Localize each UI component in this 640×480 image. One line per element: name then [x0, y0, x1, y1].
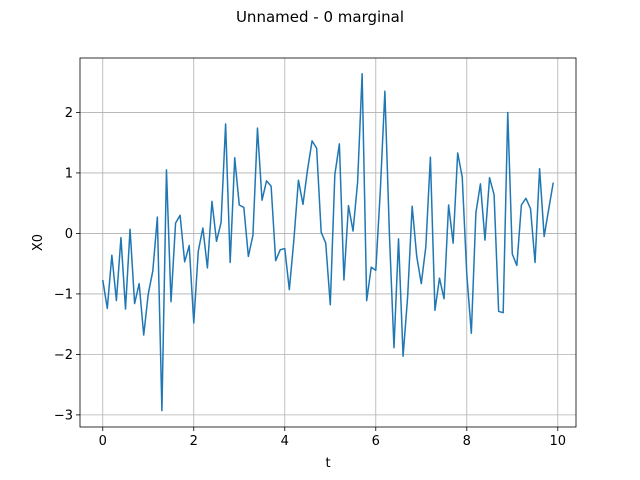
- x-tick-label: 6: [372, 434, 380, 449]
- y-axis-label: X0: [31, 234, 46, 251]
- chart-title: Unnamed - 0 marginal: [236, 8, 404, 26]
- x-axis-ticks: 0 2 4 6 8 10: [99, 427, 566, 449]
- x-tick-label: 4: [281, 434, 289, 449]
- plot-area: [102, 72, 554, 412]
- x-tick-label: 10: [550, 434, 567, 449]
- y-tick-label: 2: [65, 106, 73, 121]
- y-tick-label: −2: [54, 348, 73, 363]
- y-tick-label: 1: [65, 166, 73, 181]
- y-tick-label: −1: [54, 287, 73, 302]
- axes-frame: [79, 57, 577, 428]
- x-axis-label: t: [325, 456, 330, 471]
- grid-lines: [80, 58, 576, 427]
- series-line: [102, 72, 554, 412]
- y-tick-label: 0: [65, 227, 73, 242]
- x-tick-label: 8: [463, 434, 471, 449]
- y-axis-ticks: −3 −2 −1 0 1 2: [54, 106, 80, 423]
- x-tick-label: 0: [99, 434, 107, 449]
- x-tick-label: 2: [190, 434, 198, 449]
- y-tick-label: −3: [54, 408, 73, 423]
